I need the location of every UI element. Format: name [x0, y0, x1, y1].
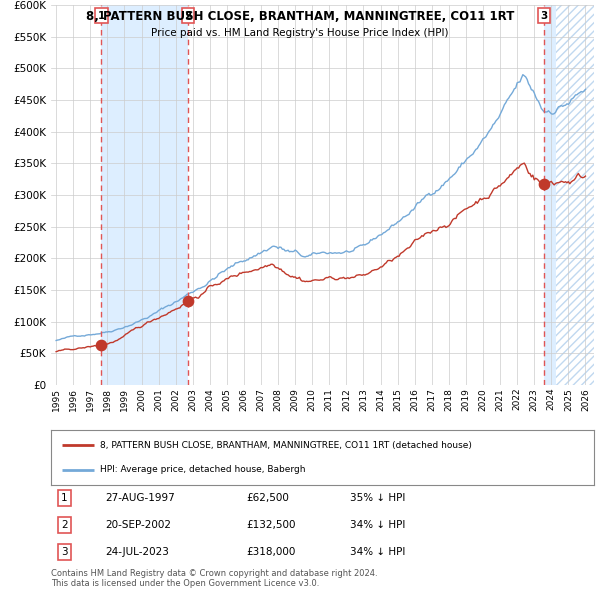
Text: Price paid vs. HM Land Registry's House Price Index (HPI): Price paid vs. HM Land Registry's House …	[151, 28, 449, 38]
Text: 2: 2	[184, 11, 191, 21]
Text: 20-SEP-2002: 20-SEP-2002	[106, 520, 172, 530]
Point	[97, 340, 106, 350]
Text: 1: 1	[98, 11, 105, 21]
Text: 3: 3	[540, 11, 547, 21]
Text: Contains HM Land Registry data © Crown copyright and database right 2024.: Contains HM Land Registry data © Crown c…	[51, 569, 377, 578]
Text: 34% ↓ HPI: 34% ↓ HPI	[350, 547, 405, 557]
Text: 27-AUG-1997: 27-AUG-1997	[106, 493, 175, 503]
Text: 2: 2	[61, 520, 68, 530]
Text: 8, PATTERN BUSH CLOSE, BRANTHAM, MANNINGTREE, CO11 1RT (detached house): 8, PATTERN BUSH CLOSE, BRANTHAM, MANNING…	[100, 441, 472, 450]
Point	[539, 179, 548, 188]
Bar	[556, 5, 594, 385]
Text: £132,500: £132,500	[247, 520, 296, 530]
Bar	[544, 5, 556, 385]
Text: £62,500: £62,500	[247, 493, 289, 503]
Text: 34% ↓ HPI: 34% ↓ HPI	[350, 520, 405, 530]
Text: 35% ↓ HPI: 35% ↓ HPI	[350, 493, 405, 503]
Text: 24-JUL-2023: 24-JUL-2023	[106, 547, 169, 557]
Bar	[101, 5, 188, 385]
Text: £318,000: £318,000	[247, 547, 296, 557]
Text: 3: 3	[61, 547, 68, 557]
Text: HPI: Average price, detached house, Babergh: HPI: Average price, detached house, Babe…	[100, 465, 305, 474]
Text: This data is licensed under the Open Government Licence v3.0.: This data is licensed under the Open Gov…	[51, 579, 319, 588]
Text: 8, PATTERN BUSH CLOSE, BRANTHAM, MANNINGTREE, CO11 1RT: 8, PATTERN BUSH CLOSE, BRANTHAM, MANNING…	[86, 10, 514, 23]
Point	[183, 296, 193, 306]
Text: 1: 1	[61, 493, 68, 503]
